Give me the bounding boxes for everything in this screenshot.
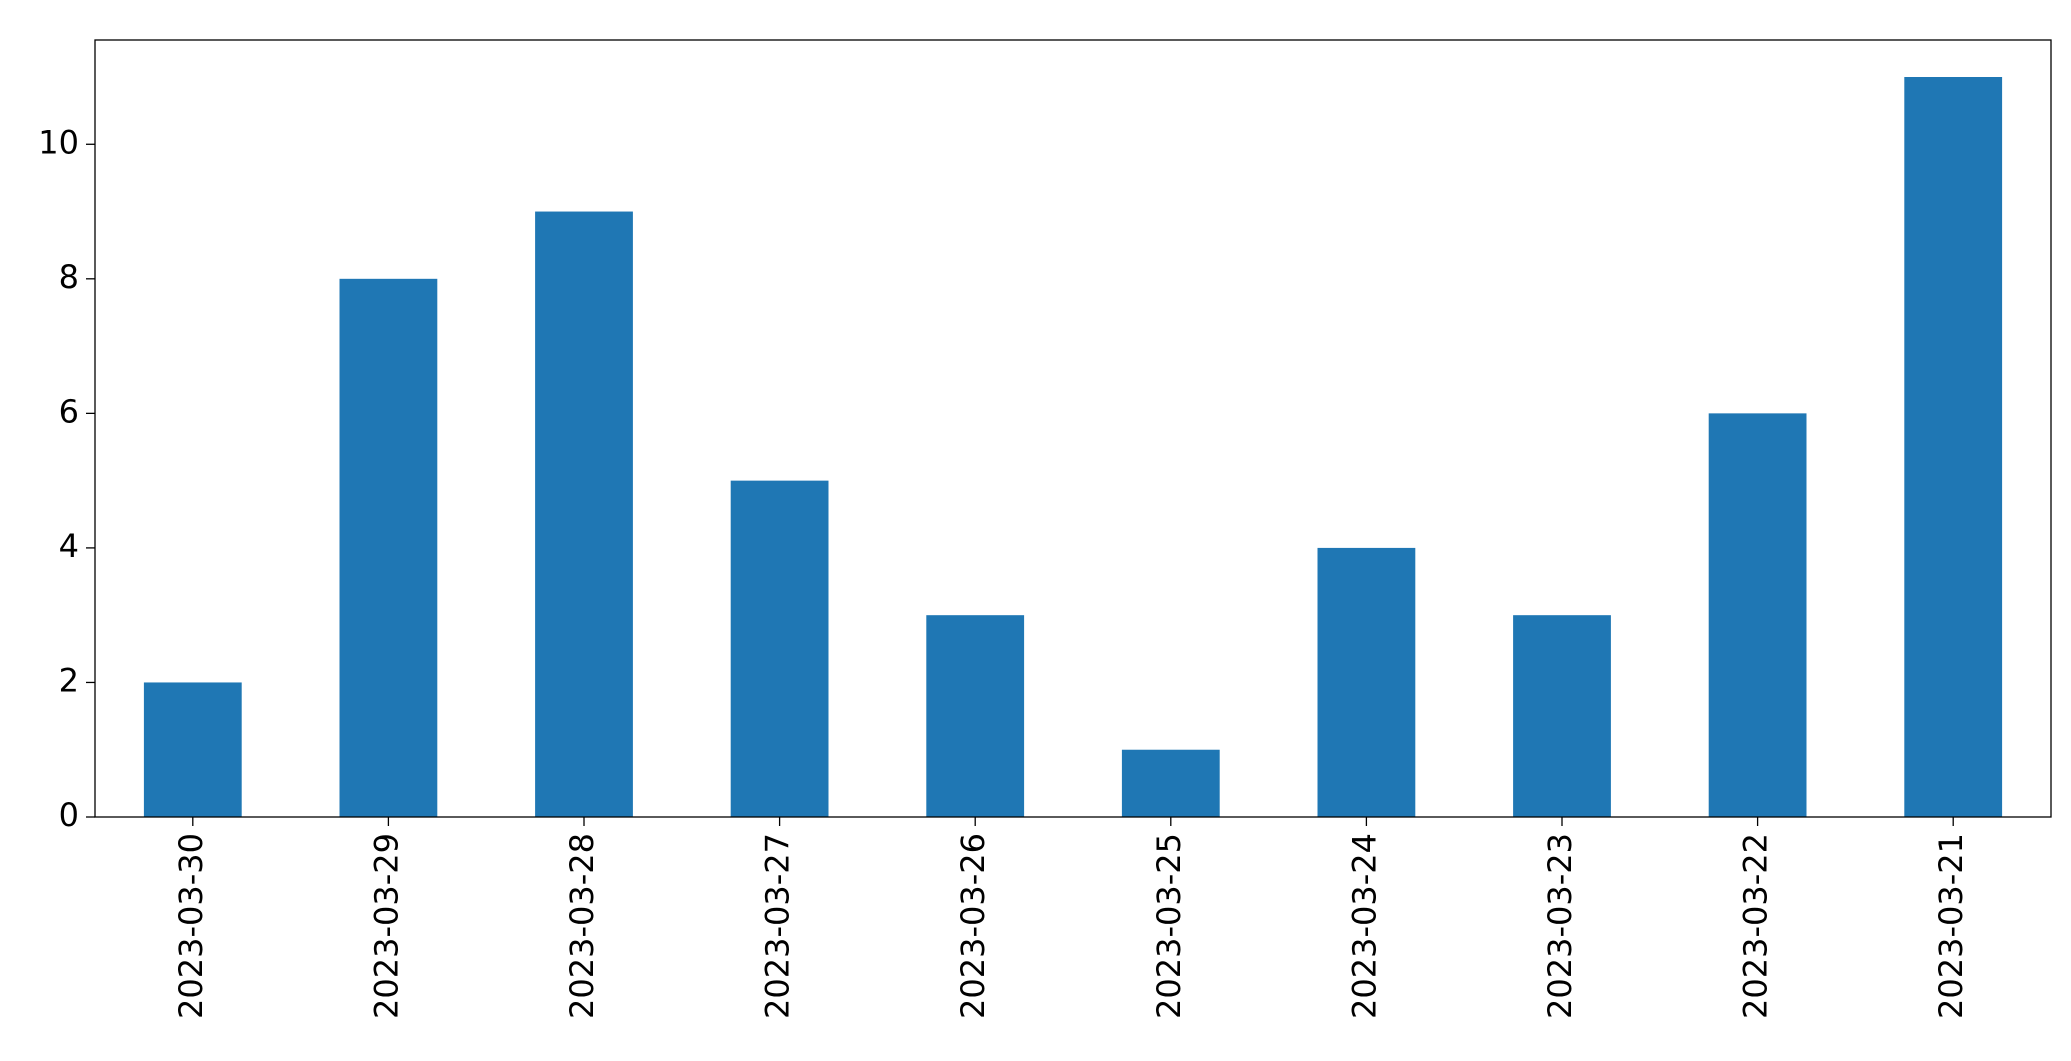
bar (143, 682, 242, 817)
x-tick-label: 2023-03-28 (563, 833, 601, 1019)
x-tick-label: 2023-03-26 (954, 833, 992, 1019)
x-tick-label: 2023-03-23 (1541, 833, 1579, 1019)
x-tick-label: 2023-03-25 (1150, 833, 1188, 1019)
y-tick-label: 4 (59, 527, 79, 565)
x-tick-label: 2023-03-30 (172, 833, 210, 1019)
bar (1904, 77, 2003, 817)
bar (926, 615, 1025, 817)
y-tick-label: 8 (59, 258, 79, 296)
plot-frame (94, 39, 2052, 818)
bar (535, 211, 633, 817)
bar (1317, 547, 1416, 817)
x-tick-label: 2023-03-29 (367, 833, 405, 1019)
y-tick-label: 10 (38, 123, 79, 161)
bar (339, 278, 438, 817)
x-tick-label: 2023-03-22 (1737, 833, 1775, 1019)
x-tick-label: 2023-03-21 (1932, 833, 1970, 1019)
bar (730, 480, 829, 817)
bar (1708, 413, 1807, 817)
y-tick-label: 0 (59, 796, 79, 834)
x-tick-label: 2023-03-27 (759, 833, 797, 1019)
y-tick-label: 6 (59, 392, 79, 430)
bar (1513, 615, 1611, 817)
bar (1121, 749, 1220, 817)
x-tick-label: 2023-03-24 (1345, 833, 1383, 1019)
y-tick-label: 2 (59, 661, 79, 699)
